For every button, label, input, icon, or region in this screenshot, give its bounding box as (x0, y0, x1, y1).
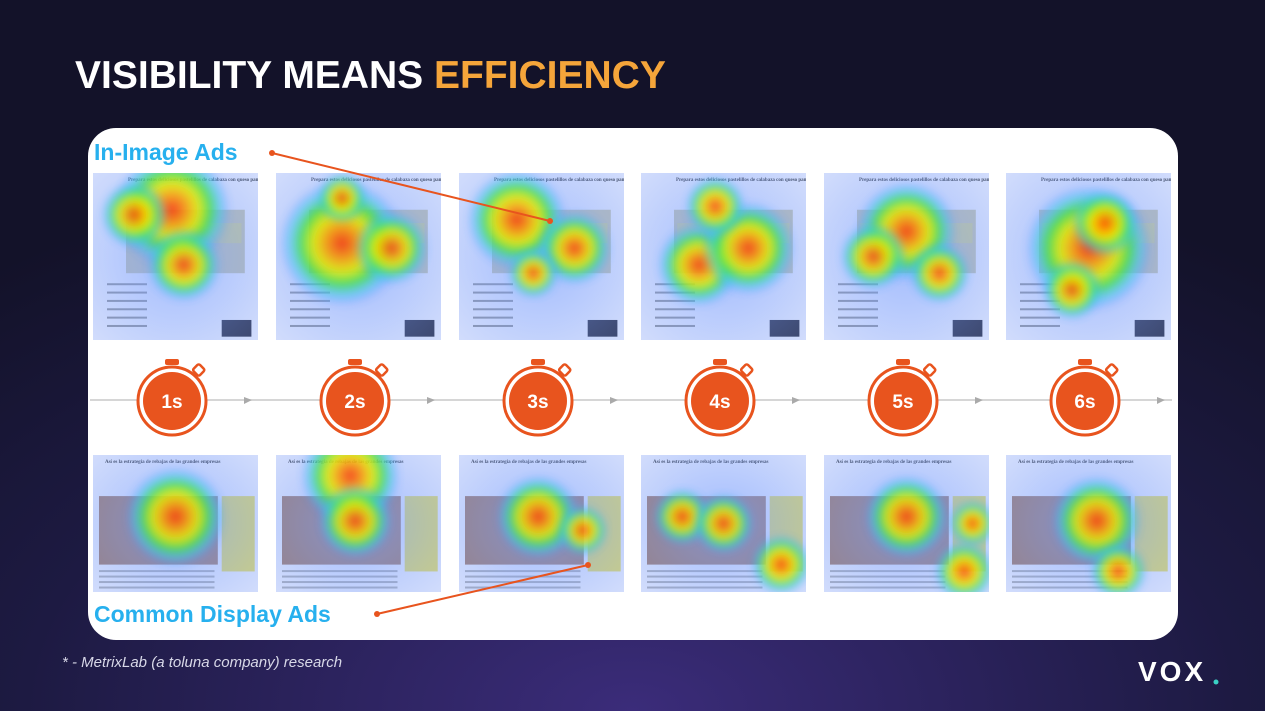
stopwatch-button (1104, 363, 1119, 377)
thumbnail-content: Así es la estrategia de rebajas de las g… (93, 455, 258, 592)
heatmap-thumbnail: Prepara estos deliciosos pastelillos de … (824, 173, 989, 340)
footnote: * - MetrixLab (a toluna company) researc… (62, 654, 342, 671)
stopwatch-face (1056, 372, 1114, 430)
stopwatch-button (557, 363, 572, 377)
heat-blob (1052, 476, 1142, 566)
heat-blob (1042, 260, 1102, 320)
heatmap-thumbnail: Prepara estos deliciosos pastelillos de … (276, 173, 441, 340)
thumbnail-content: Prepara estos deliciosos pastelillos de … (276, 173, 441, 340)
thumbnail-content: Prepara estos deliciosos pastelillos de … (459, 173, 624, 340)
stopwatch-button (922, 363, 937, 377)
thumbnail-content: Así es la estrategia de rebajas de las g… (459, 455, 624, 592)
heatmap-thumbnail: Así es la estrategia de rebajas de las g… (641, 455, 806, 592)
heat-blob (949, 500, 989, 547)
connector-dot (374, 611, 380, 617)
label-in-image: In-Image Ads (94, 139, 238, 165)
label-display: Common Display Ads (94, 601, 331, 627)
slide-title: VISIBILITY MEANS EFFICIENCY (75, 54, 666, 97)
heatmap-thumbnail: Prepara estos deliciosos pastelillos de … (1006, 173, 1171, 340)
connector (271, 152, 551, 222)
thumbnail-content: Prepara estos deliciosos pastelillos de … (1006, 173, 1171, 340)
heat-blob (909, 243, 970, 303)
stopwatch-button (191, 363, 206, 377)
stopwatch-knob (165, 359, 179, 365)
stopwatch-face (691, 372, 749, 430)
timer-label: 6s (1074, 392, 1095, 413)
heat-blob (1090, 543, 1147, 592)
heatmap-thumbnail: Prepara estos deliciosos pastelillos de … (641, 173, 806, 340)
heat-blob (147, 228, 221, 302)
thumbnail-content: Así es la estrategia de rebajas de las g… (641, 455, 806, 592)
heat-blob (318, 484, 392, 558)
heat-blob (101, 181, 168, 248)
stopwatch-knob (713, 359, 727, 365)
stopwatch-face (509, 372, 567, 430)
timer-label: 4s (709, 392, 730, 413)
heat-blob (751, 534, 806, 592)
thumbnail-content: Así es la estrategia de rebajas de las g… (276, 455, 441, 592)
timer-label: 2s (344, 392, 365, 413)
timeline-arrow (1157, 397, 1165, 404)
connector-dot (585, 562, 591, 568)
heat-blob (685, 176, 745, 237)
thumbnail-content: Prepara estos deliciosos pastelillos de … (641, 173, 806, 340)
heatmap-thumbnail: Así es la estrategia de rebajas de las g… (93, 455, 258, 592)
timer-label: 1s (161, 392, 182, 413)
stopwatch-face (326, 372, 384, 430)
stopwatch-button (739, 363, 754, 377)
connector-dot (269, 150, 275, 156)
timeline-arrow (244, 397, 252, 404)
stopwatch-knob (531, 359, 545, 365)
stopwatch-face (143, 372, 201, 430)
heatmap-thumbnail: Así es la estrategia de rebajas de las g… (276, 455, 441, 592)
stopwatch-button (374, 363, 389, 377)
timeline-arrow (975, 397, 983, 404)
timeline-arrow (610, 397, 618, 404)
connector-dot (547, 218, 553, 224)
timeline-arrow (427, 397, 435, 404)
stopwatch-knob (896, 359, 910, 365)
thumbnail-content: Así es la estrategia de rebajas de las g… (1006, 455, 1171, 592)
logo-dot (1213, 679, 1219, 685)
heat-blob (693, 493, 754, 554)
title-white: VISIBILITY MEANS (75, 54, 434, 97)
heat-blob (840, 223, 907, 290)
heat-blob (317, 173, 367, 223)
heat-blob (1072, 190, 1138, 257)
thumbnail-content: Prepara estos deliciosos pastelillos de … (93, 173, 258, 340)
thumbnail-content: Prepara estos deliciosos pastelillos de … (824, 173, 989, 340)
heat-blob (558, 505, 608, 556)
heat-blob (865, 475, 948, 558)
timer-label: 5s (892, 392, 913, 413)
heat-blob (508, 248, 558, 298)
heatmap-thumbnail: Así es la estrategia de rebajas de las g… (824, 455, 989, 592)
heatmap-thumbnail: Prepara estos deliciosos pastelillos de … (459, 173, 624, 340)
stopwatch-knob (1078, 359, 1092, 365)
heat-blob (934, 541, 989, 592)
timer-label: 3s (527, 392, 548, 413)
heat-blob (126, 467, 225, 567)
heat-blob (355, 211, 428, 285)
stopwatch-knob (348, 359, 362, 365)
title-orange: EFFICIENCY (434, 54, 666, 97)
heat-blob (496, 475, 580, 558)
logo: VOX (1138, 656, 1206, 687)
stopwatch-face (874, 372, 932, 430)
heatmap-thumbnail: Así es la estrategia de rebajas de las g… (459, 455, 624, 592)
connector (376, 564, 589, 615)
thumbnail-content: Así es la estrategia de rebajas de las g… (824, 455, 989, 592)
heatmap-thumbnail: Prepara estos deliciosos pastelillos de … (93, 173, 258, 340)
heatmap-thumbnail: Así es la estrategia de rebajas de las g… (1006, 455, 1171, 592)
timeline-arrow (792, 397, 800, 404)
